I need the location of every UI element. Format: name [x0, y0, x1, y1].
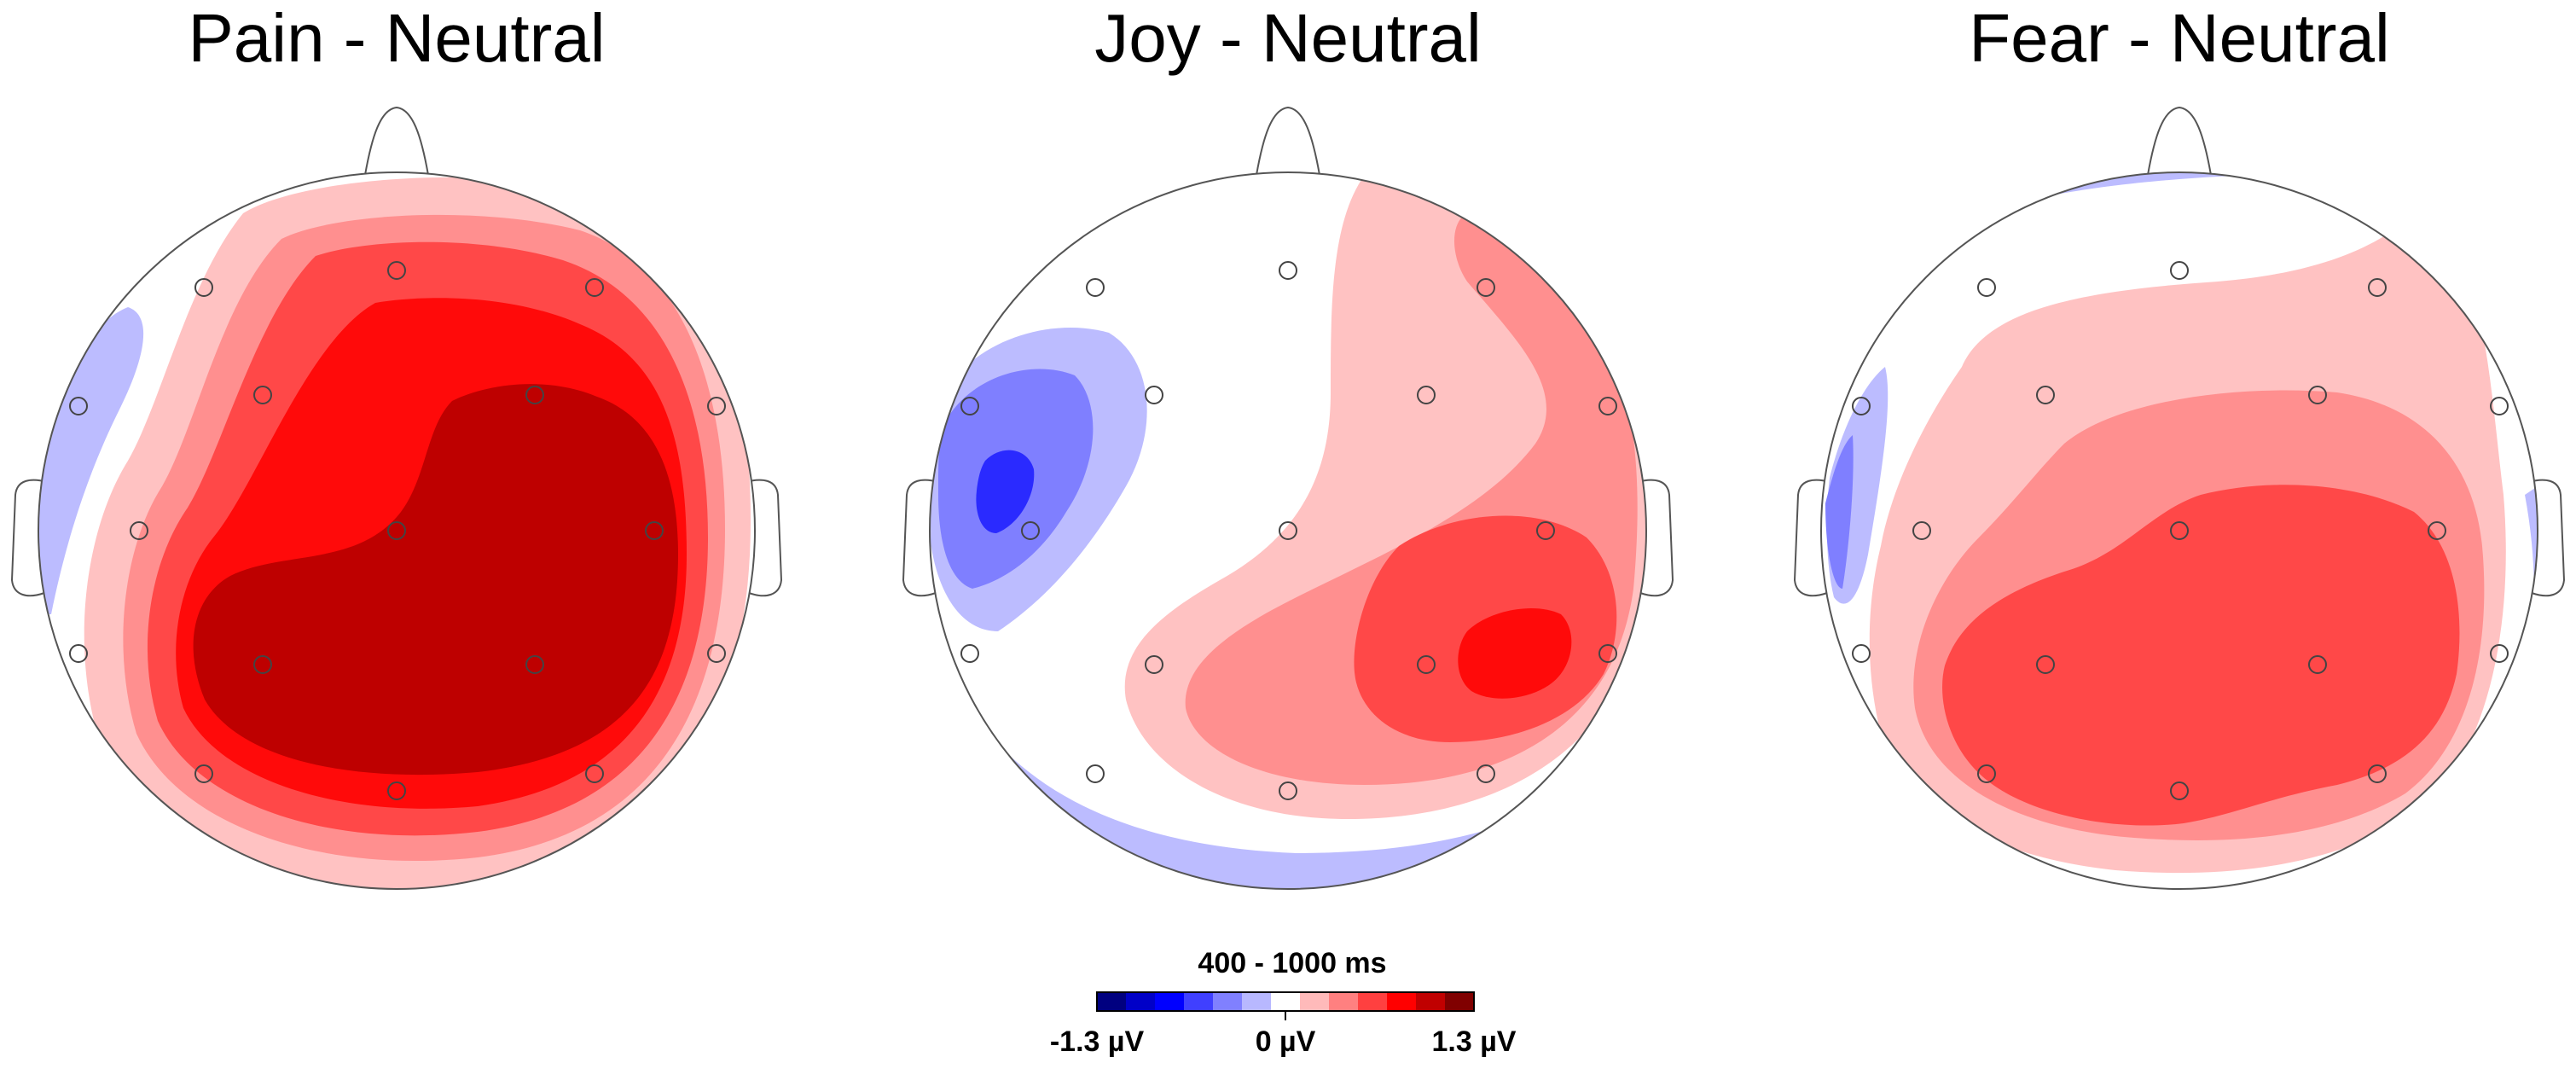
- contour-negative: [1825, 435, 1854, 589]
- electrode: [1086, 278, 1105, 297]
- electrode: [1279, 781, 1297, 800]
- electrode: [194, 278, 213, 297]
- electrode: [130, 521, 148, 540]
- head-nose: [1256, 106, 1320, 176]
- electrode: [1145, 386, 1163, 404]
- electrode: [194, 764, 213, 783]
- electrode: [387, 261, 406, 280]
- electrode: [585, 278, 604, 297]
- contour-negative-3: [976, 450, 1035, 533]
- electrode: [387, 781, 406, 800]
- electrode: [960, 644, 979, 663]
- electrode: [1279, 261, 1297, 280]
- head-outline: [38, 171, 756, 890]
- map-title-joy: Joy - Neutral: [1094, 0, 1481, 76]
- head-ear-right: [2527, 479, 2566, 597]
- electrode: [2036, 386, 2055, 404]
- electrode: [2170, 781, 2189, 800]
- electrode: [525, 655, 544, 674]
- electrode: [69, 644, 88, 663]
- head-ear-right: [745, 479, 783, 597]
- colorbar-swatch: [1387, 992, 1417, 1011]
- electrode: [707, 397, 726, 415]
- topomap-joy: [902, 106, 1674, 890]
- electrode: [253, 386, 272, 404]
- head-ear-left: [902, 479, 940, 597]
- electrode-sites: [960, 261, 1617, 800]
- topomap-fear: [1793, 106, 2566, 890]
- electrode: [585, 764, 604, 783]
- electrode: [2368, 278, 2387, 297]
- colorbar-swatch: [1097, 992, 1127, 1011]
- electrode: [1417, 386, 1436, 404]
- electrode: [960, 397, 979, 415]
- colorbar-frame: [1096, 991, 1475, 1012]
- electrode: [1536, 521, 1555, 540]
- electrode: [2308, 655, 2327, 674]
- electrode: [525, 386, 544, 404]
- electrode: [1279, 521, 1297, 540]
- colorbar-swatch: [1329, 992, 1359, 1011]
- colorbar-title: 400 - 1000 ms: [1198, 947, 1386, 979]
- electrode: [2170, 521, 2189, 540]
- electrode-sites: [69, 261, 726, 800]
- colorbar-swatch: [1184, 992, 1214, 1011]
- electrode: [1977, 764, 1996, 783]
- electrode: [2490, 397, 2509, 415]
- electrode: [387, 521, 406, 540]
- electrode: [2308, 386, 2327, 404]
- electrode: [253, 655, 272, 674]
- electrode: [707, 644, 726, 663]
- colorbar-swatch: [1126, 992, 1156, 1011]
- colorbar: 400 - 1000 ms -1.3 µV 0 µV 1.3 µV: [1050, 947, 1517, 1058]
- electrode: [1852, 397, 1871, 415]
- map-title-pain: Pain - Neutral: [188, 0, 605, 76]
- electrode: [2170, 261, 2189, 280]
- colorbar-zero-label: 0 µV: [1256, 1025, 1316, 1058]
- contour-positive-5: [193, 384, 678, 776]
- electrode: [1086, 764, 1105, 783]
- head-nose: [2147, 106, 2212, 176]
- electrode: [1145, 655, 1163, 674]
- head-outline: [929, 171, 1647, 890]
- electrode: [2036, 655, 2055, 674]
- electrode: [1912, 521, 1931, 540]
- electrode: [1598, 397, 1617, 415]
- colorbar-swatch: [1155, 992, 1185, 1011]
- map-title-fear: Fear - Neutral: [1969, 0, 2389, 76]
- colorbar-swatch: [1416, 992, 1446, 1011]
- electrode: [69, 397, 88, 415]
- electrode: [1477, 278, 1495, 297]
- electrode: [645, 521, 664, 540]
- contour-positive-4: [1458, 607, 1572, 699]
- electrode: [1852, 644, 1871, 663]
- head-outline: [1820, 171, 2538, 890]
- electrode: [1977, 278, 1996, 297]
- contour-positive-3: [1942, 485, 2460, 826]
- electrode: [1477, 764, 1495, 783]
- electrode: [1417, 655, 1436, 674]
- electrode: [2428, 521, 2446, 540]
- colorbar-swatch: [1213, 992, 1243, 1011]
- colorbar-swatches: [1097, 992, 1475, 1011]
- electrode: [2368, 764, 2387, 783]
- head-ear-left: [1793, 479, 1831, 597]
- electrode: [1021, 521, 1040, 540]
- colorbar-max-label: 1.3 µV: [1432, 1025, 1517, 1058]
- colorbar-min-label: -1.3 µV: [1050, 1025, 1145, 1058]
- electrode-sites: [1852, 261, 2509, 800]
- electrode: [1598, 644, 1617, 663]
- electrode: [2490, 644, 2509, 663]
- head-ear-left: [10, 479, 49, 597]
- head-ear-right: [1636, 479, 1674, 597]
- head-nose: [364, 106, 429, 176]
- colorbar-swatch: [1271, 992, 1301, 1011]
- contour-negative: [38, 307, 144, 614]
- colorbar-swatch: [1445, 992, 1475, 1011]
- colorbar-swatch: [1358, 992, 1388, 1011]
- colorbar-swatch: [1242, 992, 1272, 1011]
- colorbar-swatch: [1300, 992, 1330, 1011]
- topomap-pain: [10, 106, 783, 890]
